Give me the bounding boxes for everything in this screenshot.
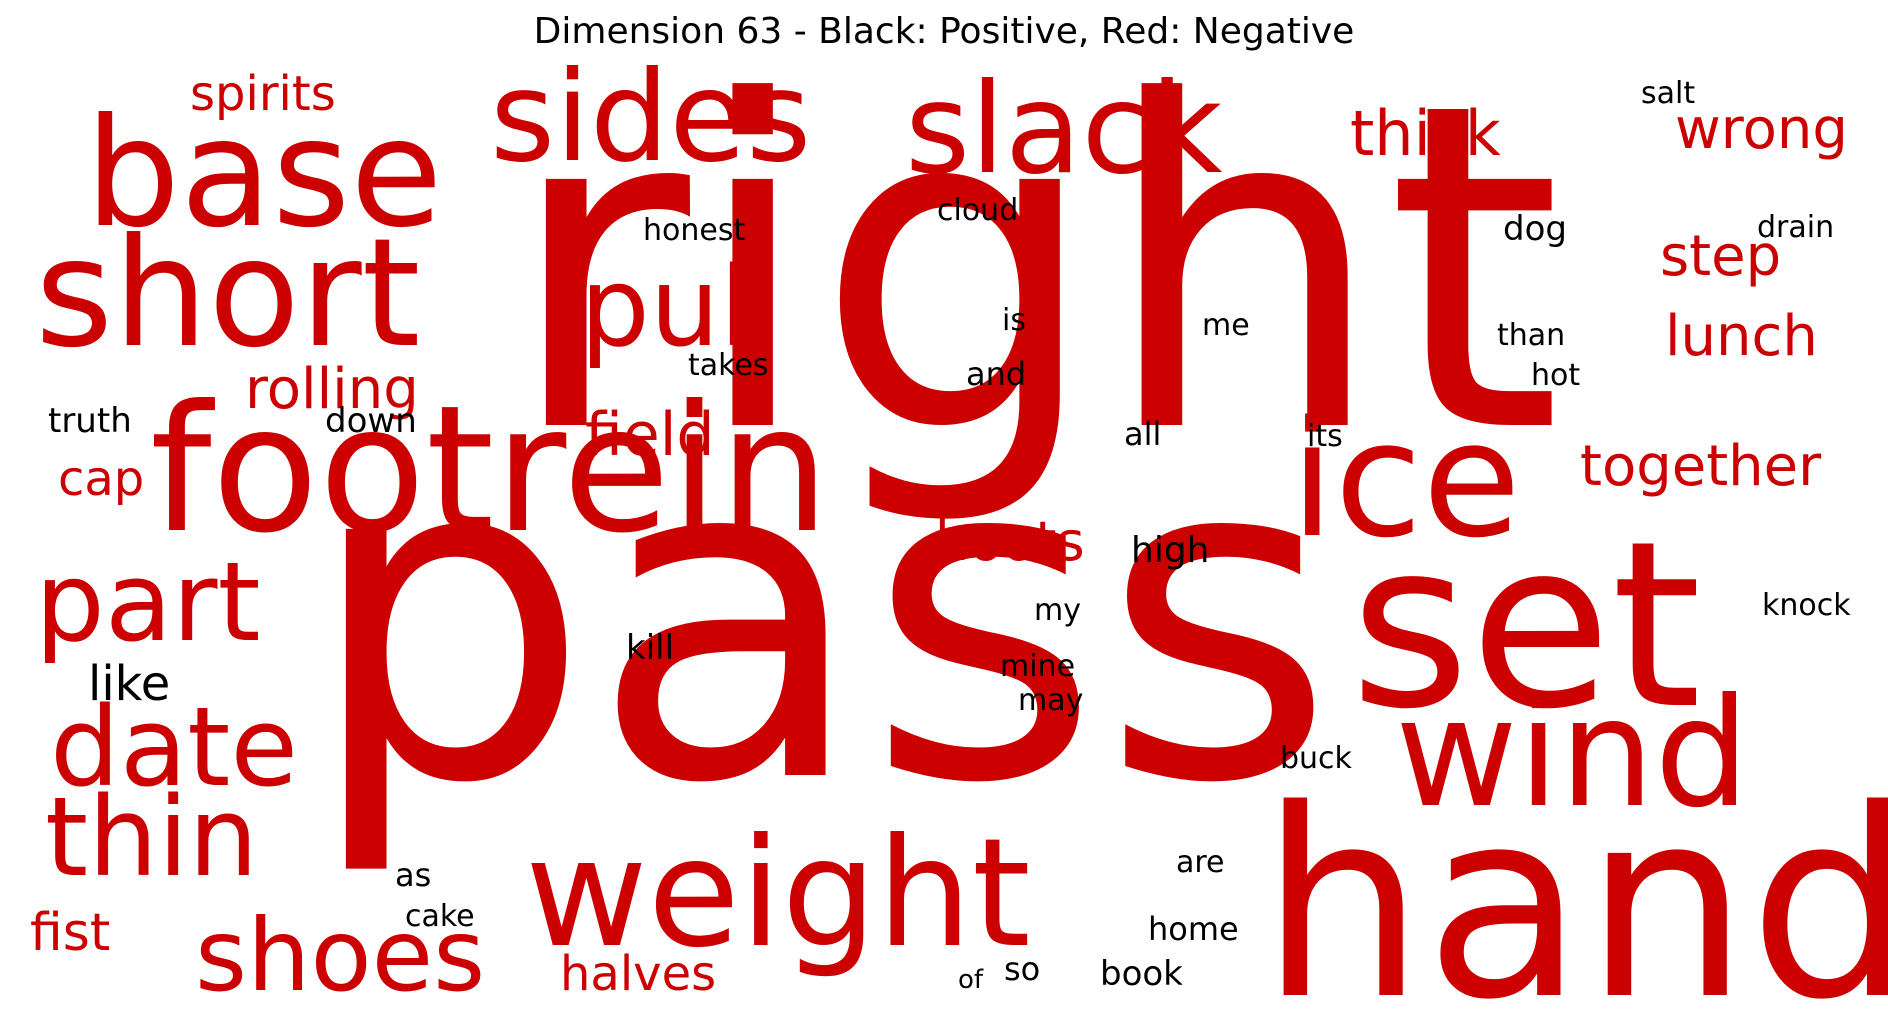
word-ice: ice xyxy=(1290,386,1521,573)
word-than: than xyxy=(1497,318,1565,353)
chart-title: Dimension 63 - Black: Positive, Red: Neg… xyxy=(533,11,1355,52)
word-its: its xyxy=(1307,419,1343,454)
word-part: part xyxy=(35,538,261,666)
word-hand: hand xyxy=(1260,755,1888,1010)
word-together: together xyxy=(1580,434,1822,499)
word-are: are xyxy=(1176,845,1225,880)
word-sides: sides xyxy=(490,45,811,190)
word-pull: pull xyxy=(580,243,781,371)
word-pass: pass xyxy=(305,358,1335,882)
word-spirits: spirits xyxy=(190,66,336,122)
word-drain: drain xyxy=(1757,210,1834,245)
word-thin: thin xyxy=(45,773,258,901)
word-field: field xyxy=(585,400,714,470)
word-may: may xyxy=(1018,683,1083,718)
word-dog: dog xyxy=(1503,209,1567,249)
word-high: high xyxy=(1131,530,1210,571)
word-footrein: footrein xyxy=(150,369,830,572)
word-me: me xyxy=(1202,308,1250,343)
word-hot: hot xyxy=(1531,358,1580,393)
word-my: my xyxy=(1034,593,1081,628)
word-as: as xyxy=(395,856,431,894)
word-base: base xyxy=(85,87,443,261)
word-cloud: cloud xyxy=(937,193,1018,228)
word-kill: kill xyxy=(626,628,674,668)
word-salt: salt xyxy=(1641,76,1695,111)
word-of: of xyxy=(958,965,984,995)
word-weight: weight xyxy=(525,807,1031,981)
word-buck: buck xyxy=(1280,741,1353,776)
word-set: set xyxy=(1350,493,1702,760)
word-book: book xyxy=(1100,954,1183,994)
word-is: is xyxy=(1002,303,1026,338)
word-fist: fist xyxy=(30,903,110,963)
word-wind: wind xyxy=(1395,667,1750,841)
word-all: all xyxy=(1124,415,1161,453)
word-so: so xyxy=(1004,950,1040,988)
word-date: date xyxy=(50,683,298,811)
word-honest: honest xyxy=(643,213,745,248)
word-slack: slack xyxy=(905,57,1223,202)
word-takes: takes xyxy=(688,348,769,383)
word-and: and xyxy=(966,355,1026,393)
word-truth: truth xyxy=(48,401,132,441)
word-short: short xyxy=(35,207,420,381)
word-rolling: rolling xyxy=(245,357,419,422)
word-thick: thick xyxy=(1350,97,1501,170)
word-cake: cake xyxy=(405,899,475,934)
word-step: step xyxy=(1660,224,1781,289)
word-hoots: hoots xyxy=(935,510,1085,573)
word-home: home xyxy=(1148,910,1239,948)
word-cap: cap xyxy=(58,451,144,507)
word-down: down xyxy=(325,401,417,441)
word-right: right xyxy=(505,8,1562,532)
word-wrong: wrong xyxy=(1675,97,1848,162)
word-mine: mine xyxy=(1000,649,1075,684)
word-lunch: lunch xyxy=(1665,304,1818,369)
word-knock: knock xyxy=(1762,588,1851,623)
word-halves: halves xyxy=(560,946,716,1002)
word-like: like xyxy=(88,656,170,712)
word-shoes: shoes xyxy=(195,897,485,1010)
